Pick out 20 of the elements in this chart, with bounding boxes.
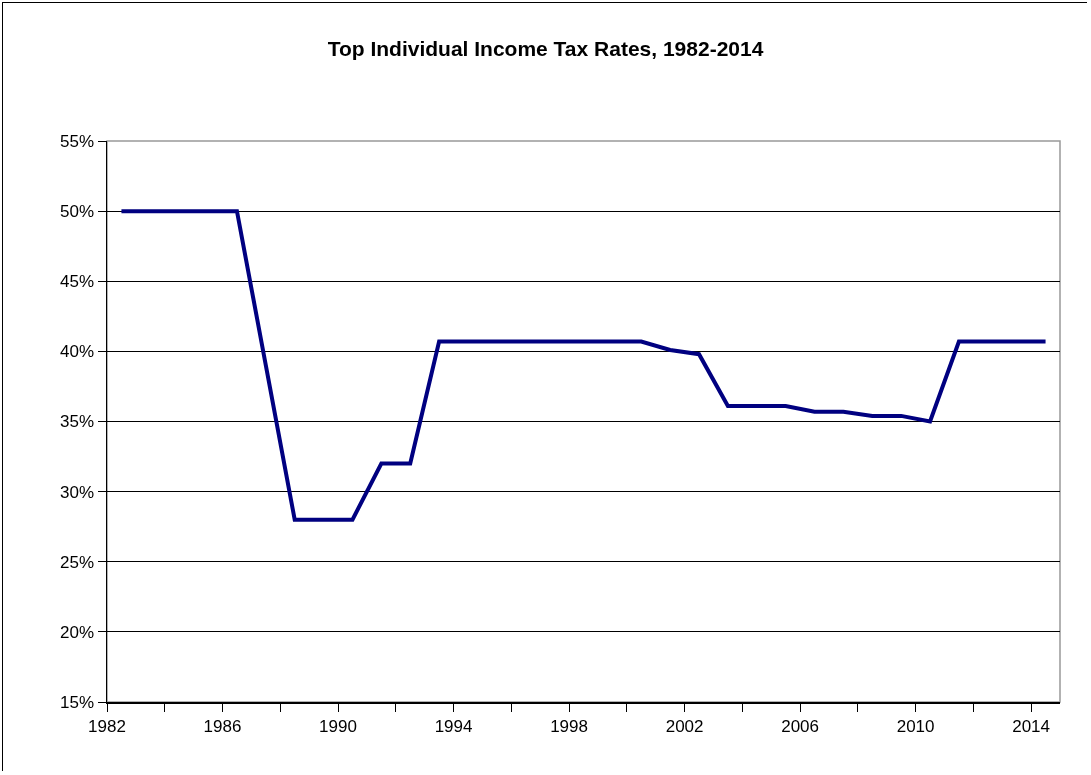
chart-title: Top Individual Income Tax Rates, 1982-2014: [327, 37, 764, 61]
x-tick-label: 2002: [665, 716, 704, 736]
x-tick-label: 1982: [88, 716, 126, 736]
y-tick-label: 20%: [60, 622, 95, 642]
y-tick-label: 40%: [60, 342, 95, 362]
y-tick-label: 15%: [60, 692, 95, 712]
x-tick-label: 2014: [1012, 716, 1051, 736]
x-tick-label: 2010: [896, 716, 935, 736]
x-tick-label: 1990: [319, 716, 357, 736]
y-tick-label: 30%: [60, 482, 95, 502]
x-tick-label: 1986: [203, 716, 242, 736]
x-tick-label: 1994: [434, 716, 473, 736]
y-tick-label: 35%: [60, 412, 95, 432]
y-tick-label: 50%: [60, 202, 95, 222]
y-tick-label: 55%: [60, 131, 95, 151]
x-tick-label: 2006: [781, 716, 819, 736]
y-tick-label: 45%: [60, 272, 95, 292]
line-series: [119, 209, 1048, 522]
x-tick-label: 1998: [550, 716, 588, 736]
y-tick-label: 25%: [60, 552, 95, 572]
